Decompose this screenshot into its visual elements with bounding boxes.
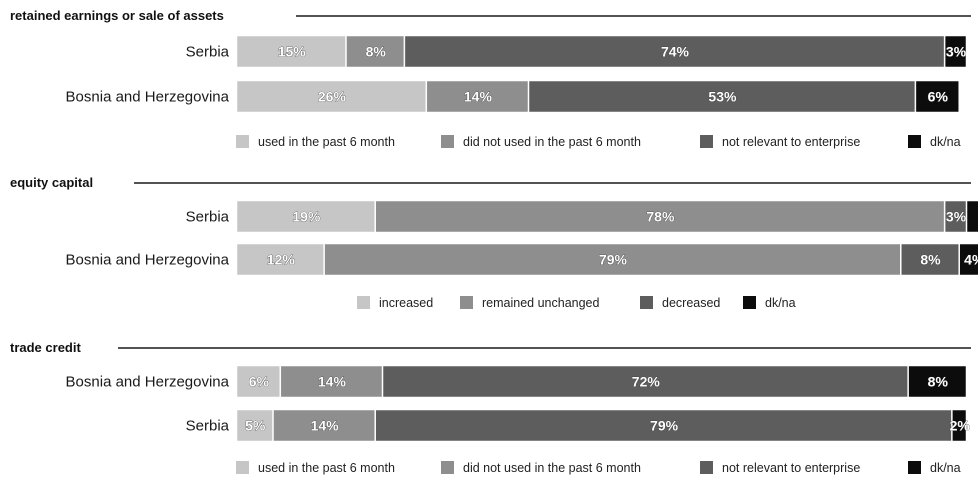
legend-label: not relevant to enterprise — [722, 461, 860, 475]
bar-value-label: 3% — [946, 44, 967, 60]
bar-value-label: 14% — [464, 89, 493, 105]
bar-segment — [375, 200, 945, 233]
bar-segment — [324, 243, 901, 276]
bar-value-label: 8% — [920, 252, 941, 268]
chart-title: retained earnings or sale of assets — [10, 8, 224, 23]
legend-label: dk/na — [765, 296, 796, 310]
bar-value-label: 4% — [964, 252, 978, 268]
bar-segment — [273, 409, 375, 442]
legend-label: dk/na — [930, 135, 961, 149]
bar-value-label: 19% — [292, 209, 321, 225]
legend-swatch — [700, 135, 713, 148]
row-label: Bosnia and Herzegovina — [66, 252, 230, 269]
row-label: Serbia — [186, 44, 230, 61]
legend-swatch — [357, 296, 370, 309]
bar-segment — [908, 365, 967, 398]
bar-value-label: 14% — [311, 418, 340, 434]
bar-segment — [236, 409, 273, 442]
legend-swatch — [640, 296, 653, 309]
bar-value-label: 3% — [946, 209, 967, 225]
legend-swatch — [908, 135, 921, 148]
bar-segment — [236, 200, 375, 233]
legend-swatch — [743, 296, 756, 309]
legend-swatch — [236, 135, 249, 148]
bar-segment — [952, 409, 967, 442]
legend-label: used in the past 6 month — [258, 461, 395, 475]
bar-segment — [375, 409, 952, 442]
bar-segment — [915, 80, 959, 113]
bar-segment — [236, 80, 427, 113]
legend-label: increased — [379, 296, 433, 310]
bar-segment — [966, 200, 978, 233]
legend-swatch — [236, 461, 249, 474]
bar-segment — [236, 365, 281, 398]
bar-segment — [528, 80, 916, 113]
legend-label: did not used in the past 6 month — [463, 461, 641, 475]
bar-segment — [236, 243, 324, 276]
bar-value-label: 15% — [278, 44, 307, 60]
legend-label: dk/na — [930, 461, 961, 475]
bar-segment — [901, 243, 959, 276]
bar-value-label: 12% — [267, 252, 296, 268]
legend-swatch — [441, 135, 454, 148]
row-label: Bosnia and Herzegovina — [66, 374, 230, 391]
legend-label: not relevant to enterprise — [722, 135, 860, 149]
bar-segment — [236, 35, 346, 68]
row-label: Bosnia and Herzegovina — [66, 89, 230, 106]
bar-value-label: 79% — [650, 418, 679, 434]
bar-segment — [346, 35, 405, 68]
bar-value-label: 74% — [661, 44, 690, 60]
bar-value-label: 6% — [928, 89, 949, 105]
legend-label: did not used in the past 6 month — [463, 135, 641, 149]
bar-value-label: 5% — [245, 418, 266, 434]
bar-value-label: 8% — [928, 374, 949, 390]
bar-value-label: 8% — [366, 44, 387, 60]
bar-value-label: 78% — [646, 209, 675, 225]
chart-title: equity capital — [10, 175, 93, 190]
row-label: Serbia — [186, 418, 230, 435]
bar-segment — [404, 35, 945, 68]
bar-segment — [944, 200, 967, 233]
bar-segment — [944, 35, 967, 68]
bar-segment — [959, 243, 978, 276]
legend-swatch — [908, 461, 921, 474]
legend-label: used in the past 6 month — [258, 135, 395, 149]
bar-value-label: 53% — [708, 89, 737, 105]
legend-swatch — [460, 296, 473, 309]
chart-title: trade credit — [10, 340, 81, 355]
bar-value-label: 26% — [318, 89, 347, 105]
legend-label: decreased — [662, 296, 720, 310]
bar-value-label: 2% — [950, 418, 971, 434]
legend-label: remained unchanged — [482, 296, 599, 310]
bar-value-label: 6% — [249, 374, 270, 390]
legend-swatch — [700, 461, 713, 474]
bar-value-label: 72% — [632, 374, 661, 390]
bar-segment — [426, 80, 529, 113]
bar-segment — [382, 365, 908, 398]
bar-segment — [280, 365, 383, 398]
row-label: Serbia — [186, 209, 230, 226]
bar-value-label: 79% — [599, 252, 628, 268]
bar-value-label: 14% — [318, 374, 347, 390]
legend-swatch — [441, 461, 454, 474]
